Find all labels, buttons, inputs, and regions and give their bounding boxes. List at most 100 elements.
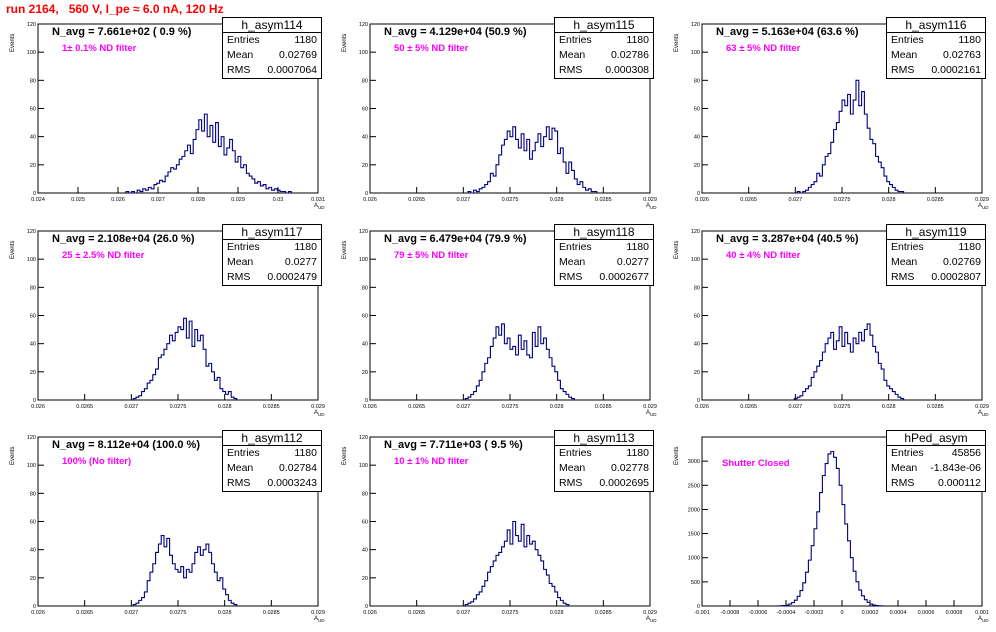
stats-key: RMS	[891, 63, 914, 78]
histogram-bin	[202, 131, 205, 193]
x-tick-label: 0.0285	[927, 404, 944, 410]
x-tick-label: 0.0275	[170, 404, 187, 410]
y-tick-label: 40	[30, 342, 36, 348]
y-tick-label: 120	[27, 229, 36, 235]
filter-label: 100% (No filter)	[62, 456, 131, 467]
histogram-bin	[831, 451, 834, 606]
n-avg-label: N_avg = 7.711e+03 ( 9.5 %)	[384, 439, 523, 451]
histogram-bin	[185, 151, 188, 193]
x-axis-label: AUD	[978, 203, 989, 210]
histogram-bin	[496, 555, 499, 606]
x-axis-label-subscript: UD	[982, 618, 989, 623]
histogram-bin	[151, 189, 154, 193]
y-tick-label: 60	[30, 107, 36, 113]
histogram-bin	[530, 358, 533, 400]
x-tick-label: 0.0265	[740, 404, 757, 410]
y-axis-label: Events	[10, 34, 16, 52]
histogram-bin	[192, 346, 195, 400]
stats-key: RMS	[227, 270, 250, 285]
histogram-bin	[577, 185, 580, 193]
histogram-bins	[778, 451, 884, 606]
y-tick-label: 100	[691, 50, 700, 56]
n-avg-label: N_avg = 2.108e+04 (26.0 %)	[52, 233, 194, 245]
y-tick-label: 20	[694, 370, 700, 376]
y-tick-label: 100	[27, 463, 36, 469]
y-tick-label: 20	[362, 370, 368, 376]
stats-key: Entries	[891, 240, 924, 255]
x-tick-label: 0.027	[788, 197, 802, 203]
stats-title: h_asym116	[887, 18, 985, 33]
histogram-bins	[126, 114, 291, 193]
histogram-bin	[224, 155, 227, 193]
x-axis-label: AUD	[314, 410, 325, 417]
stats-value: 1180	[958, 33, 981, 48]
y-tick-label: 100	[27, 50, 36, 56]
y-tick-label: 40	[362, 548, 368, 554]
histogram-outline	[468, 127, 597, 193]
y-tick-label: 120	[691, 22, 700, 28]
filter-label: 40 ± 4% ND filter	[726, 250, 800, 261]
histogram-bin	[504, 541, 507, 606]
stats-value: 0.02784	[279, 461, 317, 476]
x-tick-label: 0.026	[31, 404, 45, 410]
stats-key: Mean	[891, 48, 917, 63]
stats-key: Mean	[891, 461, 917, 476]
stats-row: Entries 1180	[887, 33, 985, 48]
stats-key: Entries	[227, 33, 260, 48]
stats-key: Entries	[891, 446, 924, 461]
histogram-bin	[184, 578, 187, 606]
histogram-bin	[200, 555, 203, 606]
histogram-bin	[241, 168, 244, 193]
stats-key: Mean	[227, 255, 253, 270]
histogram-bin	[820, 176, 823, 193]
stats-value: 1180	[626, 446, 649, 461]
x-tick-label: 0.026	[31, 610, 45, 616]
y-tick-label: 100	[359, 257, 368, 263]
y-tick-label: 120	[691, 229, 700, 235]
x-tick-label: 0.024	[31, 197, 45, 203]
y-tick-label: 80	[694, 78, 700, 84]
stats-key: Entries	[227, 240, 260, 255]
y-tick-label: 120	[359, 229, 368, 235]
x-tick-label: 0.0002	[862, 610, 879, 616]
histogram-bin	[266, 189, 269, 193]
y-tick-label: 60	[362, 314, 368, 320]
histogram-bin	[859, 106, 862, 193]
stats-value: 0.02786	[611, 48, 649, 63]
x-tick-label: 0.027	[151, 197, 165, 203]
n-avg-label: N_avg = 5.163e+04 (63.6 %)	[716, 26, 858, 38]
y-tick-label: 20	[30, 163, 36, 169]
stats-value: 0.0002161	[931, 63, 981, 78]
filter-label: 1± 0.1% ND filter	[62, 43, 136, 54]
x-tick-label: 0.027	[456, 610, 470, 616]
y-tick-label: 80	[362, 491, 368, 497]
histogram-bin	[535, 346, 538, 400]
stats-key: Entries	[891, 33, 924, 48]
n-avg-label: N_avg = 3.287e+04 (40.5 %)	[716, 233, 858, 245]
y-tick-label: 80	[30, 285, 36, 291]
y-tick-label: 60	[30, 314, 36, 320]
y-tick-label: 120	[359, 22, 368, 28]
filter-label: 50 ± 5% ND filter	[394, 43, 468, 54]
x-tick-label: 0	[840, 610, 843, 616]
histogram-bin	[850, 114, 853, 193]
x-tick-label: 0.0285	[595, 404, 612, 410]
histogram-bin	[541, 147, 544, 193]
x-tick-label: 0.026	[363, 610, 377, 616]
x-tick-label: 0.0265	[408, 610, 425, 616]
x-axis-label-subscript: UD	[318, 618, 325, 623]
stats-key: Mean	[559, 461, 585, 476]
histogram-bin	[516, 355, 519, 400]
stats-title: h_asym117	[223, 225, 321, 240]
y-tick-label: 100	[359, 463, 368, 469]
x-tick-label: -0.0004	[777, 610, 796, 616]
